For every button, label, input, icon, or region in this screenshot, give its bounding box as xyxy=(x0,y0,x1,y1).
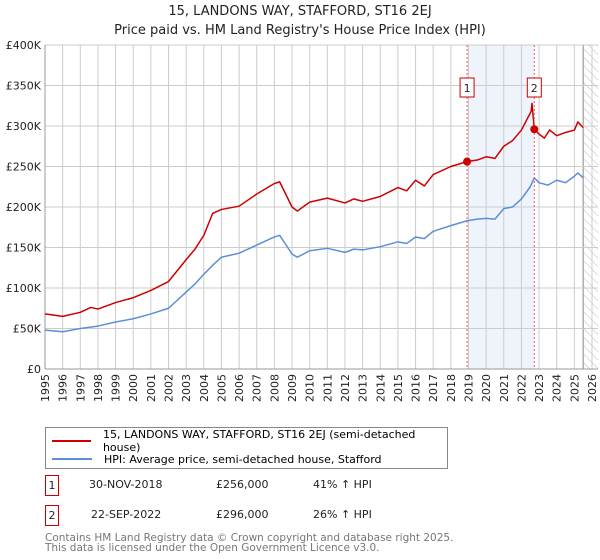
y-tick-label: £0 xyxy=(27,363,41,376)
footer-copyright: Contains HM Land Registry data © Crown c… xyxy=(45,532,454,544)
legend-swatch-blue xyxy=(52,458,92,460)
sale-marker-label: 1 xyxy=(464,82,471,95)
property-price-line xyxy=(44,102,584,318)
sale-marker-box xyxy=(459,77,475,98)
sale-marker-box xyxy=(526,77,542,98)
transaction-date: 30-NOV-2018 xyxy=(89,478,163,491)
x-tick-label: 2007 xyxy=(251,374,264,402)
footer: Contains HM Land Registry data © Crown c… xyxy=(45,532,454,554)
x-tick-label: 2020 xyxy=(480,374,493,402)
legend-label: 15, LANDONS WAY, STAFFORD, ST16 2EJ (sem… xyxy=(102,428,416,454)
x-tick-label: 2006 xyxy=(233,374,246,402)
x-tick-label: 2018 xyxy=(445,374,458,402)
x-tick-label: 2009 xyxy=(286,374,299,402)
x-tick-label: 2010 xyxy=(304,374,317,402)
x-tick-label: 2002 xyxy=(163,374,176,402)
transaction-price: £256,000 xyxy=(216,478,269,491)
sale-point xyxy=(463,157,472,166)
x-tick-label: 2011 xyxy=(321,374,334,402)
x-tick-label: 2000 xyxy=(127,374,140,402)
y-tick-label: £400K xyxy=(6,39,42,52)
x-tick-label: 1998 xyxy=(92,374,105,402)
legend: 15, LANDONS WAY, STAFFORD, ST16 2EJ (sem… xyxy=(45,427,448,469)
x-tick-label: 2021 xyxy=(498,374,511,402)
y-tick-label: £50K xyxy=(13,323,42,336)
x-tick-label: 2025 xyxy=(568,374,581,402)
transaction-hpi: 26% ↑ HPI xyxy=(313,508,372,521)
legend-swatch-red xyxy=(52,440,91,442)
y-tick-label: £350K xyxy=(6,80,42,93)
x-tick-label: 2013 xyxy=(357,374,370,402)
x-tick-label: 2024 xyxy=(551,374,564,402)
y-tick-label: £250K xyxy=(6,161,42,174)
x-tick-label: 2001 xyxy=(145,374,158,402)
x-tick-label: 2023 xyxy=(533,374,546,402)
transaction-row: 2 22-SEP-2022 £296,000 26% ↑ HPI xyxy=(45,505,545,526)
transaction-row: 1 30-NOV-2018 £256,000 41% ↑ HPI xyxy=(45,475,545,496)
x-tick-label: 2016 xyxy=(410,374,423,402)
y-tick-label: £200K xyxy=(6,201,42,214)
price-chart: 1 2 1995 1996 1997 1998 1999 2000 2001 2002 2003 20… xyxy=(6,39,599,402)
transaction-hpi: 41% ↑ HPI xyxy=(313,478,372,491)
x-tick-label: 2017 xyxy=(427,374,440,402)
sale-point xyxy=(530,125,539,134)
x-tick-label: 2014 xyxy=(374,374,387,402)
transaction-number: 2 xyxy=(45,505,59,526)
x-tick-label: 1996 xyxy=(57,374,70,402)
transaction-number: 1 xyxy=(45,475,59,496)
x-tick-label: 1999 xyxy=(110,374,123,402)
x-tick-label: 1995 xyxy=(39,374,52,402)
x-tick-label: 2015 xyxy=(392,374,405,402)
x-tick-label: 2019 xyxy=(462,374,475,402)
transaction-price: £296,000 xyxy=(216,508,269,521)
footer-licence: This data is licensed under the Open Gov… xyxy=(45,542,380,554)
x-tick-label: 2012 xyxy=(339,374,352,402)
y-tick-label: £100K xyxy=(6,282,42,295)
legend-item-property: 15, LANDONS WAY, STAFFORD, ST16 2EJ (sem… xyxy=(46,428,447,454)
y-tick-label: £300K xyxy=(6,120,42,133)
x-tick-label: 2026 xyxy=(586,374,599,402)
x-tick-label: 2008 xyxy=(268,374,281,402)
chart-title: 15, LANDONS WAY, STAFFORD, ST16 2EJ xyxy=(168,4,432,19)
x-tick-label: 1997 xyxy=(74,374,87,402)
x-tick-label: 2005 xyxy=(215,374,228,402)
sale-marker-label: 2 xyxy=(531,82,538,95)
chart-subtitle: Price paid vs. HM Land Registry's House … xyxy=(114,23,486,38)
legend-item-hpi: HPI: Average price, semi-detached house,… xyxy=(46,450,447,468)
hpi-line xyxy=(44,172,584,333)
transaction-date: 22-SEP-2022 xyxy=(91,508,162,521)
x-tick-label: 2003 xyxy=(180,374,193,402)
legend-label: HPI: Average price, semi-detached house,… xyxy=(104,452,382,466)
y-tick-label: £150K xyxy=(6,242,42,255)
x-tick-label: 2004 xyxy=(198,374,211,402)
x-tick-label: 2022 xyxy=(515,374,528,402)
